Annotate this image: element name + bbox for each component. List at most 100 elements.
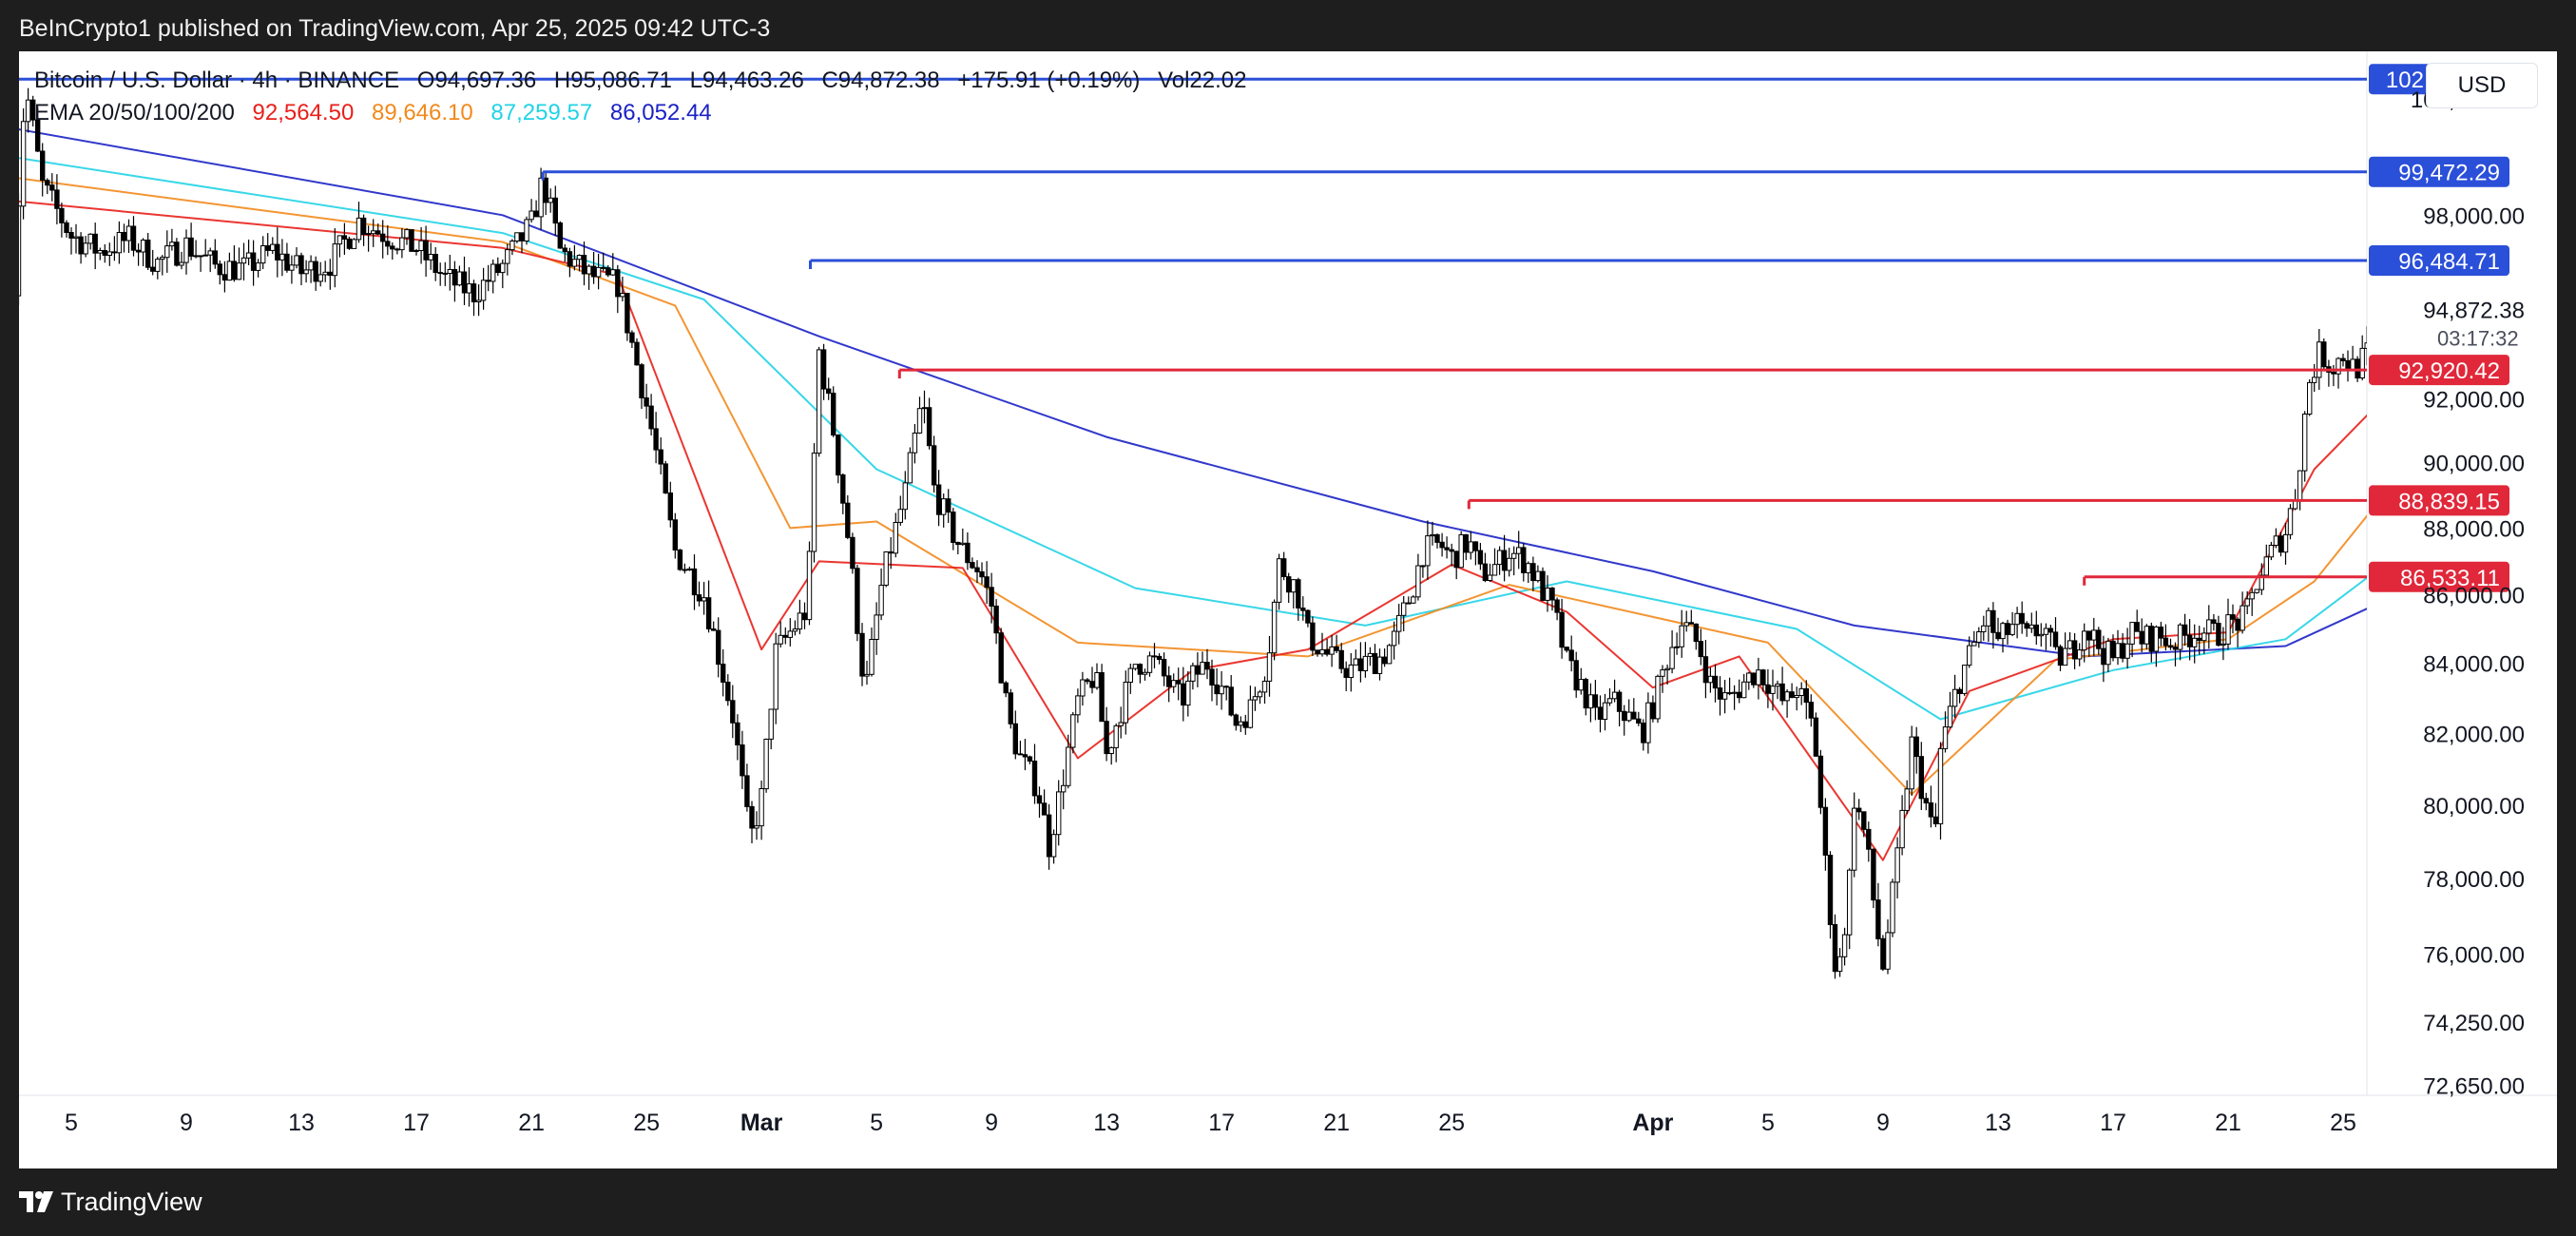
candle-body xyxy=(1564,647,1569,651)
candle xyxy=(2086,630,2092,657)
candle xyxy=(951,508,956,550)
candle-body xyxy=(1568,649,1574,662)
candle xyxy=(198,255,203,272)
candle xyxy=(2000,621,2006,653)
candle xyxy=(2134,609,2140,632)
candle xyxy=(663,460,668,494)
candle xyxy=(1760,668,1766,692)
candle xyxy=(332,227,338,288)
candle-body xyxy=(40,150,46,182)
candle xyxy=(2062,632,2068,666)
time-tick-label: 5 xyxy=(65,1110,78,1136)
legend-ema-row: EMA 20/50/100/200 92,564.50 89,646.10 87… xyxy=(34,97,1246,129)
candle xyxy=(1324,638,1330,657)
candle-body xyxy=(1185,680,1191,706)
candle xyxy=(1578,667,1584,695)
candle-body xyxy=(1530,563,1536,582)
candle xyxy=(648,394,654,435)
candle xyxy=(1636,711,1642,726)
candle-body xyxy=(820,349,827,390)
candle xyxy=(2244,590,2250,614)
candle-body xyxy=(974,567,980,572)
candle-body xyxy=(716,629,721,666)
candle xyxy=(327,259,334,290)
candle-body xyxy=(1779,683,1785,702)
ema200-line xyxy=(19,128,2367,658)
candle-body xyxy=(1099,672,1105,723)
candle xyxy=(188,222,194,261)
candle xyxy=(590,252,597,284)
candle-body xyxy=(1726,692,1733,695)
chart-panel[interactable]: 102,694.6599,472.2996,484.7192,920.4288,… xyxy=(19,51,2557,1168)
candle xyxy=(2331,364,2336,387)
candle-body xyxy=(313,261,318,282)
candle-body xyxy=(2177,624,2183,650)
candle xyxy=(2230,604,2236,634)
candle-body xyxy=(1166,675,1172,687)
candle-body xyxy=(1376,656,1383,674)
candle xyxy=(155,257,161,280)
candle xyxy=(1343,661,1349,691)
candle-body xyxy=(648,405,654,430)
ema50-value: 89,646.10 xyxy=(371,100,473,126)
candle xyxy=(677,549,683,571)
candle-body xyxy=(111,251,118,254)
candle-body xyxy=(740,744,745,777)
time-tick-label: 21 xyxy=(518,1110,545,1136)
candle xyxy=(360,214,367,246)
candle xyxy=(691,554,698,610)
footer-brand[interactable]: TradingView xyxy=(61,1188,202,1216)
candle xyxy=(1003,681,1009,698)
candle-body xyxy=(1324,648,1330,655)
candle-body xyxy=(1913,736,1919,758)
candle xyxy=(625,292,630,341)
candle-body xyxy=(529,210,534,221)
candle xyxy=(816,346,822,457)
candle xyxy=(212,239,219,269)
candle-body xyxy=(840,474,846,504)
candle-body xyxy=(336,235,343,245)
candle-body xyxy=(236,262,242,280)
candle xyxy=(2172,642,2179,666)
candle xyxy=(202,239,208,257)
candle-body xyxy=(1606,698,1613,704)
candle-body xyxy=(102,250,107,256)
candle-body xyxy=(1679,625,1684,647)
candle-body xyxy=(1559,611,1565,648)
candle xyxy=(1602,693,1608,731)
candle-body xyxy=(826,388,832,395)
candle xyxy=(1449,543,1454,567)
candle-body xyxy=(552,197,558,224)
price-tick-label: 78,000.00 xyxy=(2423,867,2525,893)
candle-body xyxy=(1113,724,1119,748)
candle-body xyxy=(1425,535,1431,567)
candle xyxy=(696,581,702,607)
candle xyxy=(826,377,832,400)
candle xyxy=(2129,622,2135,658)
candle-body xyxy=(672,519,678,550)
candle-body xyxy=(1731,691,1738,694)
candle-body xyxy=(346,238,353,249)
candle xyxy=(2225,598,2231,650)
candle xyxy=(749,801,755,843)
symbol-title[interactable]: Bitcoin / U.S. Dollar · 4h · BINANCE xyxy=(34,68,400,93)
candle-body xyxy=(1291,579,1297,593)
candle xyxy=(2370,327,2374,355)
candle-body xyxy=(83,242,88,255)
time-tick-label: Mar xyxy=(740,1110,783,1136)
candle-body xyxy=(500,262,506,274)
price-chart[interactable]: 102,694.6599,472.2996,484.7192,920.4288,… xyxy=(19,51,2557,1168)
candle-body xyxy=(495,263,501,274)
ema-indicator-label[interactable]: EMA 20/50/100/200 xyxy=(34,100,235,126)
candle xyxy=(19,193,22,305)
candle xyxy=(1305,609,1311,628)
candle-body xyxy=(260,245,266,264)
candle-body xyxy=(831,393,836,436)
candle xyxy=(711,621,717,631)
candle xyxy=(2312,363,2317,393)
candle-body xyxy=(2197,637,2202,642)
candle xyxy=(1200,651,1205,675)
currency-button[interactable]: USD xyxy=(2426,63,2538,108)
candle xyxy=(1415,553,1421,601)
candle xyxy=(778,621,783,647)
